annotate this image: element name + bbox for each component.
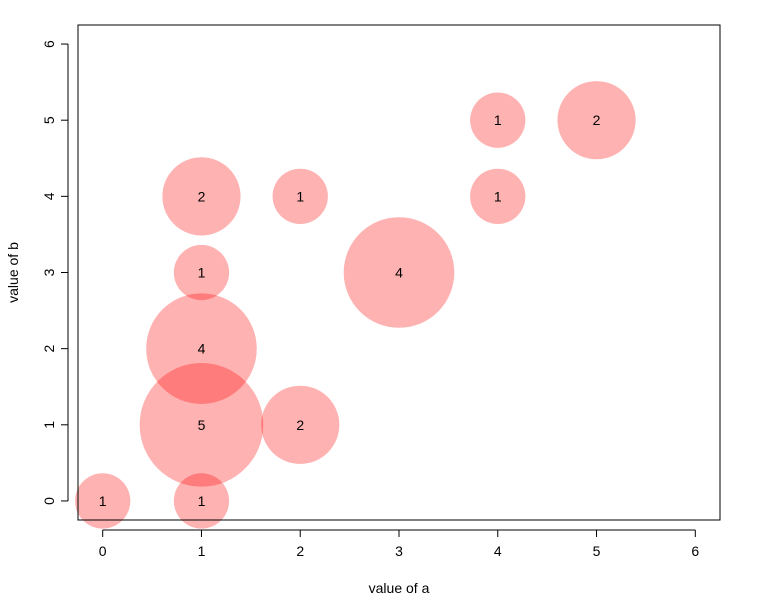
bubble (162, 157, 241, 236)
y-axis-label: value of b (5, 242, 21, 303)
plot-frame (77, 24, 721, 521)
y-tick-label: 2 (41, 345, 57, 353)
bubble-count-label: 1 (198, 493, 206, 509)
bubble (75, 473, 131, 529)
x-axis-label: value of a (369, 580, 430, 596)
bubble (173, 473, 230, 529)
x-tick-label: 2 (296, 543, 304, 559)
bubble-label-layer: 1 1 5 4 1 2 2 1 4 1 1 2 (99, 112, 601, 509)
bubble (557, 81, 636, 160)
bubble (470, 168, 526, 225)
x-tick-label: 0 (99, 543, 107, 559)
bubble-count-label: 1 (198, 265, 206, 281)
bubble-count-label: 1 (494, 188, 502, 204)
bubble-count-label: 1 (494, 112, 502, 128)
bubble (470, 92, 526, 148)
y-axis: 0 1 2 3 4 5 6 (41, 40, 69, 505)
bubble-count-label: 2 (198, 188, 206, 204)
y-tick-label: 4 (41, 192, 57, 200)
x-tick-label: 3 (395, 543, 403, 559)
x-tick-label: 1 (198, 543, 206, 559)
bubble (343, 217, 455, 328)
x-tick-label: 5 (593, 543, 601, 559)
bubble-count-label: 5 (198, 417, 206, 433)
bubble-count-label: 2 (296, 417, 304, 433)
bubble (261, 385, 340, 464)
bubble-count-label: 1 (296, 188, 304, 204)
bubble-count-label: 1 (99, 493, 107, 509)
bubble-count-label: 2 (593, 112, 601, 128)
bubble-count-label: 4 (395, 265, 403, 281)
y-tick-label: 0 (41, 497, 57, 505)
bubble-count-label: 4 (198, 341, 206, 357)
bubble (173, 244, 230, 301)
y-tick-label: 5 (41, 116, 57, 124)
x-tick-label: 4 (494, 543, 502, 559)
y-tick-label: 6 (41, 40, 57, 48)
bubble (139, 362, 264, 487)
bubble-layer (75, 81, 636, 529)
y-tick-label: 1 (41, 421, 57, 429)
y-tick-label: 3 (41, 268, 57, 276)
bubble (272, 168, 328, 225)
x-axis: 0 1 2 3 4 5 6 (99, 529, 699, 559)
bubble (146, 293, 257, 404)
x-tick-label: 6 (691, 543, 699, 559)
